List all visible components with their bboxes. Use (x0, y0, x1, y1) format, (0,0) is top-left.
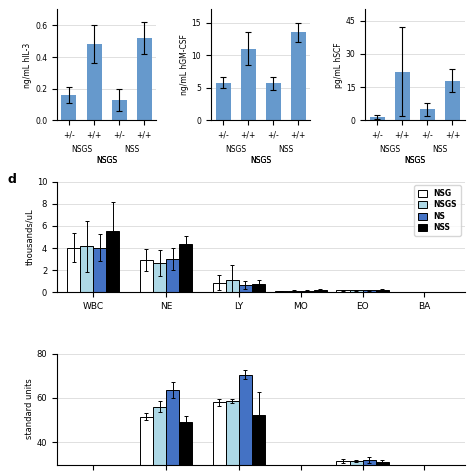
Y-axis label: standard units: standard units (25, 379, 34, 439)
Bar (241, 49, 255, 120)
Bar (239, 374, 252, 474)
Bar (349, 291, 363, 292)
Bar (62, 95, 76, 120)
Bar (363, 291, 376, 292)
Y-axis label: pg/mL hSCF: pg/mL hSCF (334, 42, 343, 88)
Bar (301, 291, 314, 292)
Bar (266, 83, 281, 120)
Bar (213, 283, 226, 292)
Bar (166, 259, 179, 292)
Text: NSGS: NSGS (71, 145, 92, 154)
Text: NSGS: NSGS (404, 156, 425, 165)
Bar (420, 109, 435, 120)
Bar (166, 390, 179, 474)
Bar (252, 283, 265, 292)
Bar (314, 290, 327, 292)
Bar (291, 32, 306, 120)
Bar (111, 100, 127, 120)
Text: NSGS: NSGS (404, 156, 425, 165)
Y-axis label: ng/mL hIL-3: ng/mL hIL-3 (23, 42, 32, 88)
Text: d: d (8, 173, 17, 186)
Text: NSGS: NSGS (250, 156, 271, 165)
Bar (226, 280, 239, 292)
Bar (395, 72, 410, 120)
Bar (226, 401, 239, 474)
Bar (370, 117, 385, 120)
Bar (445, 81, 460, 120)
Y-axis label: thousands/uL: thousands/uL (25, 209, 34, 265)
Text: NSS: NSS (432, 145, 447, 154)
Bar (153, 263, 166, 292)
Text: NSS: NSS (124, 145, 139, 154)
Text: NSGS: NSGS (96, 156, 117, 165)
Bar (216, 82, 230, 120)
Text: NSGS: NSGS (250, 156, 271, 165)
Bar (213, 402, 226, 474)
Bar (288, 291, 301, 292)
Bar (363, 460, 376, 474)
Bar (376, 290, 389, 292)
Bar (67, 247, 80, 292)
Bar (140, 260, 153, 292)
Bar (337, 291, 349, 292)
Bar (252, 415, 265, 474)
Text: NSS: NSS (278, 145, 293, 154)
Bar (153, 407, 166, 474)
Text: NSGS: NSGS (96, 156, 117, 165)
Bar (239, 285, 252, 292)
Bar (376, 462, 389, 474)
Bar (179, 244, 192, 292)
Text: NSGS: NSGS (225, 145, 246, 154)
Bar (179, 422, 192, 474)
Y-axis label: ng/mL hGM-CSF: ng/mL hGM-CSF (180, 35, 189, 95)
Bar (93, 247, 106, 292)
Bar (80, 246, 93, 292)
Bar (337, 461, 349, 474)
Bar (137, 38, 152, 120)
Bar (349, 461, 363, 474)
Bar (140, 417, 153, 474)
Bar (106, 231, 119, 292)
Text: NSGS: NSGS (379, 145, 400, 154)
Legend: NSG, NSGS, NS, NSS: NSG, NSGS, NS, NSS (414, 185, 461, 236)
Bar (87, 45, 101, 120)
